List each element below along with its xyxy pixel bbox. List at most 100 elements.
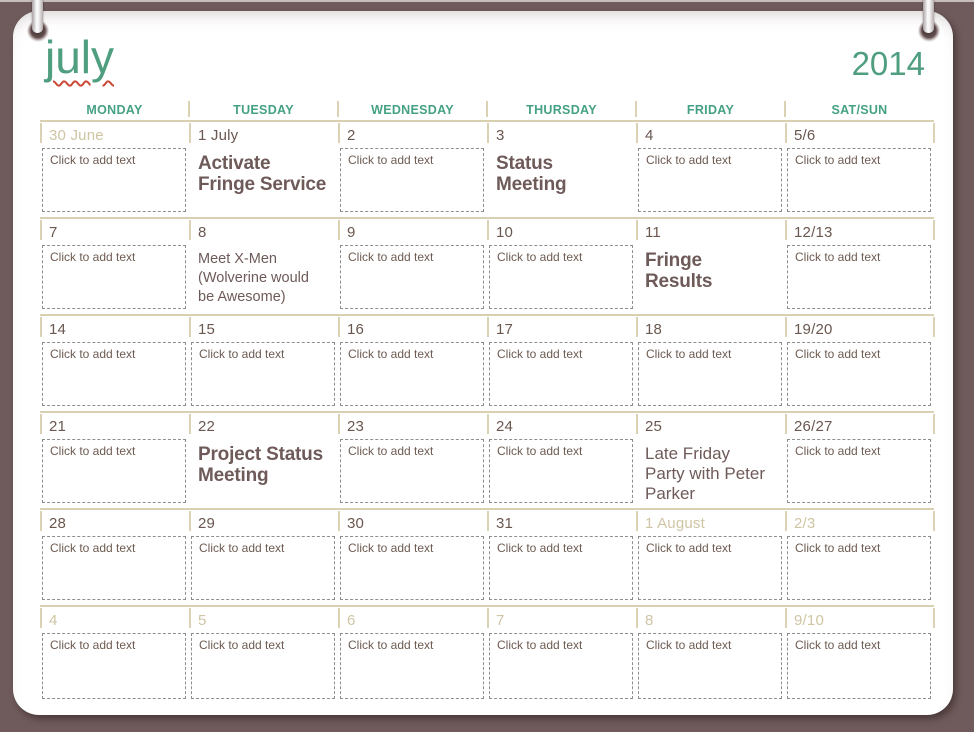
day-cell: 15 Click to add text (189, 316, 338, 411)
add-text-placeholder[interactable]: Click to add text (340, 148, 484, 212)
day-cell: 5/6 Click to add text (785, 122, 935, 217)
date-label: 4 (645, 127, 654, 144)
day-cell: 2 Click to add text (338, 122, 487, 217)
date-label: 28 (49, 515, 67, 532)
date-label: 10 (496, 224, 514, 241)
add-text-placeholder[interactable]: Click to add text (787, 245, 931, 309)
event-text[interactable]: Late Friday Party with Peter Parker (645, 444, 765, 503)
add-text-placeholder[interactable]: Click to add text (191, 633, 335, 699)
day-cell: 5 Click to add text (189, 607, 338, 704)
weekday-header-friday: FRIDAY (635, 100, 785, 120)
add-text-placeholder[interactable]: Click to add text (489, 245, 633, 309)
add-text-placeholder[interactable]: Click to add text (489, 536, 633, 600)
week-row: 21 Click to add text 22 Project Status M… (40, 413, 935, 510)
date-label: 21 (49, 418, 67, 435)
day-cell: 3 Status Meeting (487, 122, 636, 217)
date-label: 7 (496, 612, 505, 629)
day-cell: 11 Fringe Results (636, 219, 785, 314)
month-title-text[interactable]: july (45, 31, 115, 83)
date-label: 25 (645, 418, 663, 435)
date-label: 8 (645, 612, 654, 629)
add-text-placeholder[interactable]: Click to add text (191, 342, 335, 406)
day-cell: 18 Click to add text (636, 316, 785, 411)
add-text-placeholder[interactable]: Click to add text (638, 342, 782, 406)
day-cell: 24 Click to add text (487, 413, 636, 508)
day-cell: 30 June Click to add text (40, 122, 189, 217)
add-text-placeholder[interactable]: Click to add text (340, 245, 484, 309)
date-label: 30 June (49, 127, 104, 144)
day-cell: 25 Late Friday Party with Peter Parker (636, 413, 785, 508)
date-label: 18 (645, 321, 663, 338)
week-row: 4 Click to add text 5 Click to add text … (40, 607, 935, 704)
add-text-placeholder[interactable]: Click to add text (340, 536, 484, 600)
add-text-placeholder[interactable]: Click to add text (638, 633, 782, 699)
add-text-placeholder[interactable]: Click to add text (42, 148, 186, 212)
binder-ring-left (26, 0, 50, 48)
day-cell: 6 Click to add text (338, 607, 487, 704)
day-cell: 16 Click to add text (338, 316, 487, 411)
event-text[interactable]: Project Status Meeting (198, 444, 323, 486)
year-label[interactable]: 2014 (851, 45, 925, 82)
date-label: 29 (198, 515, 216, 532)
add-text-placeholder[interactable]: Click to add text (489, 342, 633, 406)
date-label: 23 (347, 418, 365, 435)
event-text[interactable]: Activate Fringe Service (198, 153, 327, 195)
add-text-placeholder[interactable]: Click to add text (42, 245, 186, 309)
month-title[interactable]: july (45, 32, 114, 83)
add-text-placeholder[interactable]: Click to add text (42, 342, 186, 406)
date-label: 17 (496, 321, 514, 338)
add-text-placeholder[interactable]: Click to add text (489, 633, 633, 699)
add-text-placeholder[interactable]: Click to add text (340, 633, 484, 699)
day-cell: 17 Click to add text (487, 316, 636, 411)
week-row: 30 June Click to add text 1 July Activat… (40, 122, 935, 219)
day-cell: 8 Meet X-Men (Wolverine would be Awesome… (189, 219, 338, 314)
day-cell: 2/3 Click to add text (785, 510, 935, 605)
event-text[interactable]: Status Meeting (496, 153, 567, 195)
ring-stem (32, 0, 43, 33)
date-label: 5 (198, 612, 207, 629)
frame-top-highlight (0, 0, 974, 2)
add-text-placeholder[interactable]: Click to add text (42, 633, 186, 699)
ring-stem (923, 0, 934, 33)
week-row: 14 Click to add text 15 Click to add tex… (40, 316, 935, 413)
add-text-placeholder[interactable]: Click to add text (787, 148, 931, 212)
date-label: 2/3 (794, 515, 816, 532)
add-text-placeholder[interactable]: Click to add text (787, 633, 931, 699)
add-text-placeholder[interactable]: Click to add text (787, 536, 931, 600)
add-text-placeholder[interactable]: Click to add text (42, 439, 186, 503)
day-cell: 4 Click to add text (40, 607, 189, 704)
weekday-header-row: MONDAY TUESDAY WEDNESDAY THURSDAY FRIDAY… (40, 100, 934, 122)
add-text-placeholder[interactable]: Click to add text (42, 536, 186, 600)
week-row: 7 Click to add text 8 Meet X-Men (Wolver… (40, 219, 935, 316)
date-label: 16 (347, 321, 365, 338)
add-text-placeholder[interactable]: Click to add text (489, 439, 633, 503)
date-label: 2 (347, 127, 356, 144)
date-label: 3 (496, 127, 505, 144)
add-text-placeholder[interactable]: Click to add text (340, 342, 484, 406)
date-label: 6 (347, 612, 356, 629)
day-cell: 21 Click to add text (40, 413, 189, 508)
add-text-placeholder[interactable]: Click to add text (191, 536, 335, 600)
date-label: 4 (49, 612, 58, 629)
day-cell: 28 Click to add text (40, 510, 189, 605)
calendar-grid: MONDAY TUESDAY WEDNESDAY THURSDAY FRIDAY… (40, 100, 935, 704)
weekday-header-wednesday: WEDNESDAY (337, 100, 487, 120)
add-text-placeholder[interactable]: Click to add text (638, 148, 782, 212)
day-cell: 12/13 Click to add text (785, 219, 935, 314)
add-text-placeholder[interactable]: Click to add text (787, 439, 931, 503)
day-cell: 23 Click to add text (338, 413, 487, 508)
add-text-placeholder[interactable]: Click to add text (787, 342, 931, 406)
binder-ring-right (917, 0, 941, 48)
day-cell: 1 July Activate Fringe Service (189, 122, 338, 217)
day-cell: 4 Click to add text (636, 122, 785, 217)
date-label: 11 (645, 224, 661, 241)
weekday-header-satsun: SAT/SUN (784, 100, 934, 120)
event-text[interactable]: Meet X-Men (Wolverine would be Awesome) (198, 251, 309, 305)
add-text-placeholder[interactable]: Click to add text (638, 536, 782, 600)
add-text-placeholder[interactable]: Click to add text (340, 439, 484, 503)
date-label: 7 (49, 224, 58, 241)
day-cell: 1 August Click to add text (636, 510, 785, 605)
event-text[interactable]: Fringe Results (645, 250, 713, 292)
day-cell: 19/20 Click to add text (785, 316, 935, 411)
